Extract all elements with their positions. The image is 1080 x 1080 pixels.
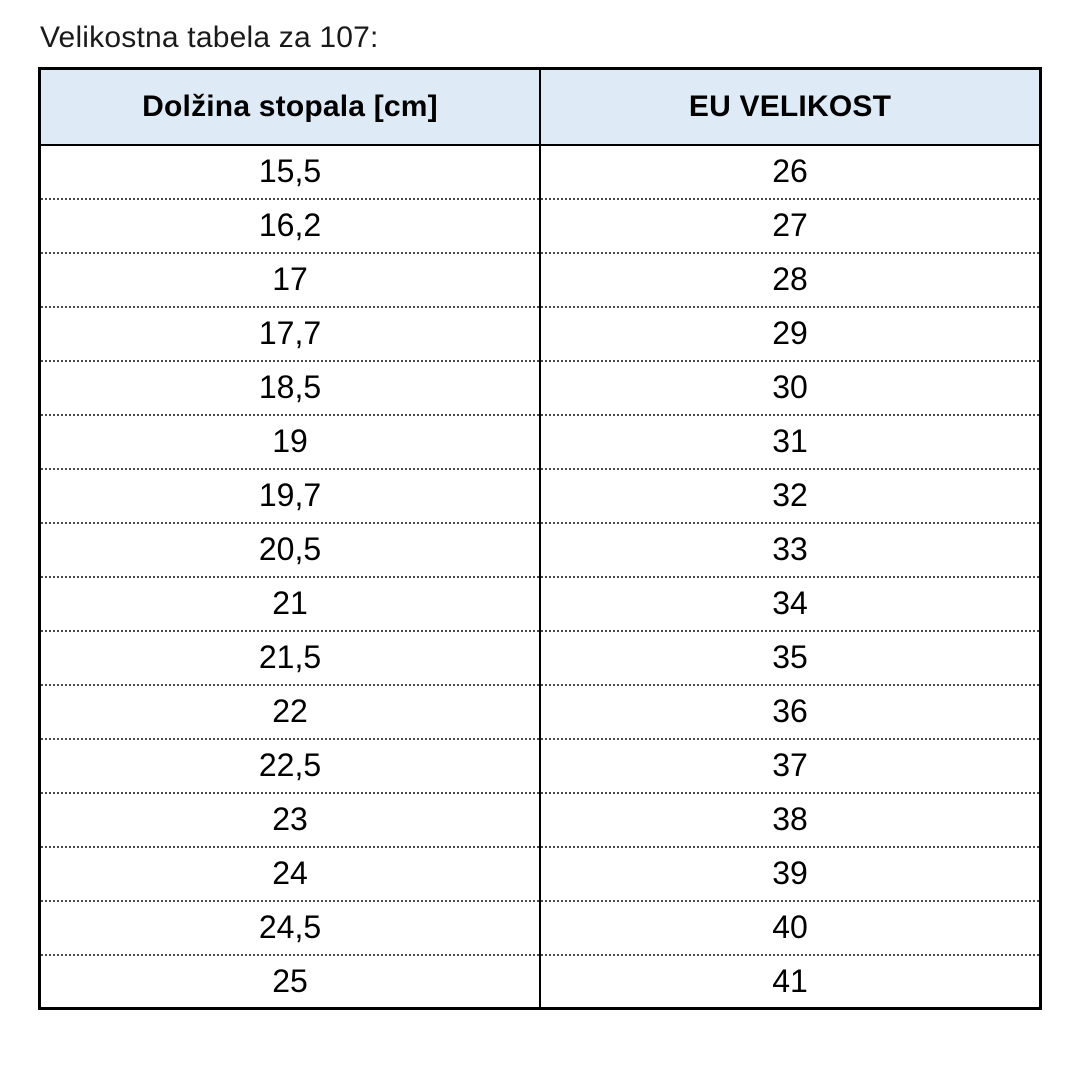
table-row: 17,7 29: [39, 305, 1041, 361]
foot-length-cell: 17,7: [39, 305, 540, 361]
table-row: 22 36: [39, 683, 1041, 739]
table-row: 24,5 40: [39, 899, 1041, 955]
foot-length-cell: 24,5: [39, 899, 540, 955]
table-row: 21 34: [39, 575, 1041, 631]
eu-size-cell: 29: [539, 305, 1041, 361]
header-row: Dolžina stopala [cm] EU VELIKOST: [39, 68, 1041, 146]
foot-length-cell: 24: [39, 845, 540, 901]
eu-size-cell: 35: [539, 629, 1041, 685]
page-title: Velikostna tabela za 107:: [40, 21, 379, 54]
eu-size-cell: 36: [539, 683, 1041, 739]
eu-size-cell: 27: [539, 197, 1041, 253]
table-row: 16,2 27: [39, 197, 1041, 253]
eu-size-cell: 32: [539, 467, 1041, 523]
table-row: 24 39: [39, 845, 1041, 901]
foot-length-cell: 19: [39, 413, 540, 469]
table-row: 19,7 32: [39, 467, 1041, 523]
eu-size-cell: 34: [539, 575, 1041, 631]
eu-size-cell: 30: [539, 359, 1041, 415]
size-table: Dolžina stopala [cm] EU VELIKOST 15,5 26…: [38, 67, 1042, 1010]
table-row: 23 38: [39, 791, 1041, 847]
table-row: 15,5 26: [39, 143, 1041, 199]
eu-size-cell: 41: [539, 953, 1041, 1009]
table-row: 18,5 30: [39, 359, 1041, 415]
table-row: 20,5 33: [39, 521, 1041, 577]
table-row: 25 41: [39, 953, 1041, 1009]
table-row: 17 28: [39, 251, 1041, 307]
eu-size-cell: 31: [539, 413, 1041, 469]
eu-size-cell: 40: [539, 899, 1041, 955]
foot-length-cell: 18,5: [39, 359, 540, 415]
foot-length-cell: 23: [39, 791, 540, 847]
eu-size-cell: 33: [539, 521, 1041, 577]
eu-size-cell: 26: [539, 143, 1041, 199]
foot-length-cell: 17: [39, 251, 540, 307]
eu-size-cell: 37: [539, 737, 1041, 793]
table-row: 19 31: [39, 413, 1041, 469]
foot-length-cell: 22,5: [39, 737, 540, 793]
column-header-eu-size: EU VELIKOST: [539, 68, 1041, 146]
foot-length-cell: 25: [39, 953, 540, 1009]
column-header-foot-length: Dolžina stopala [cm]: [39, 68, 540, 146]
eu-size-cell: 28: [539, 251, 1041, 307]
table-row: 22,5 37: [39, 737, 1041, 793]
table-row: 21,5 35: [39, 629, 1041, 685]
foot-length-cell: 19,7: [39, 467, 540, 523]
eu-size-cell: 39: [539, 845, 1041, 901]
foot-length-cell: 16,2: [39, 197, 540, 253]
foot-length-cell: 21,5: [39, 629, 540, 685]
foot-length-cell: 21: [39, 575, 540, 631]
eu-size-cell: 38: [539, 791, 1041, 847]
foot-length-cell: 20,5: [39, 521, 540, 577]
foot-length-cell: 22: [39, 683, 540, 739]
foot-length-cell: 15,5: [39, 143, 540, 199]
